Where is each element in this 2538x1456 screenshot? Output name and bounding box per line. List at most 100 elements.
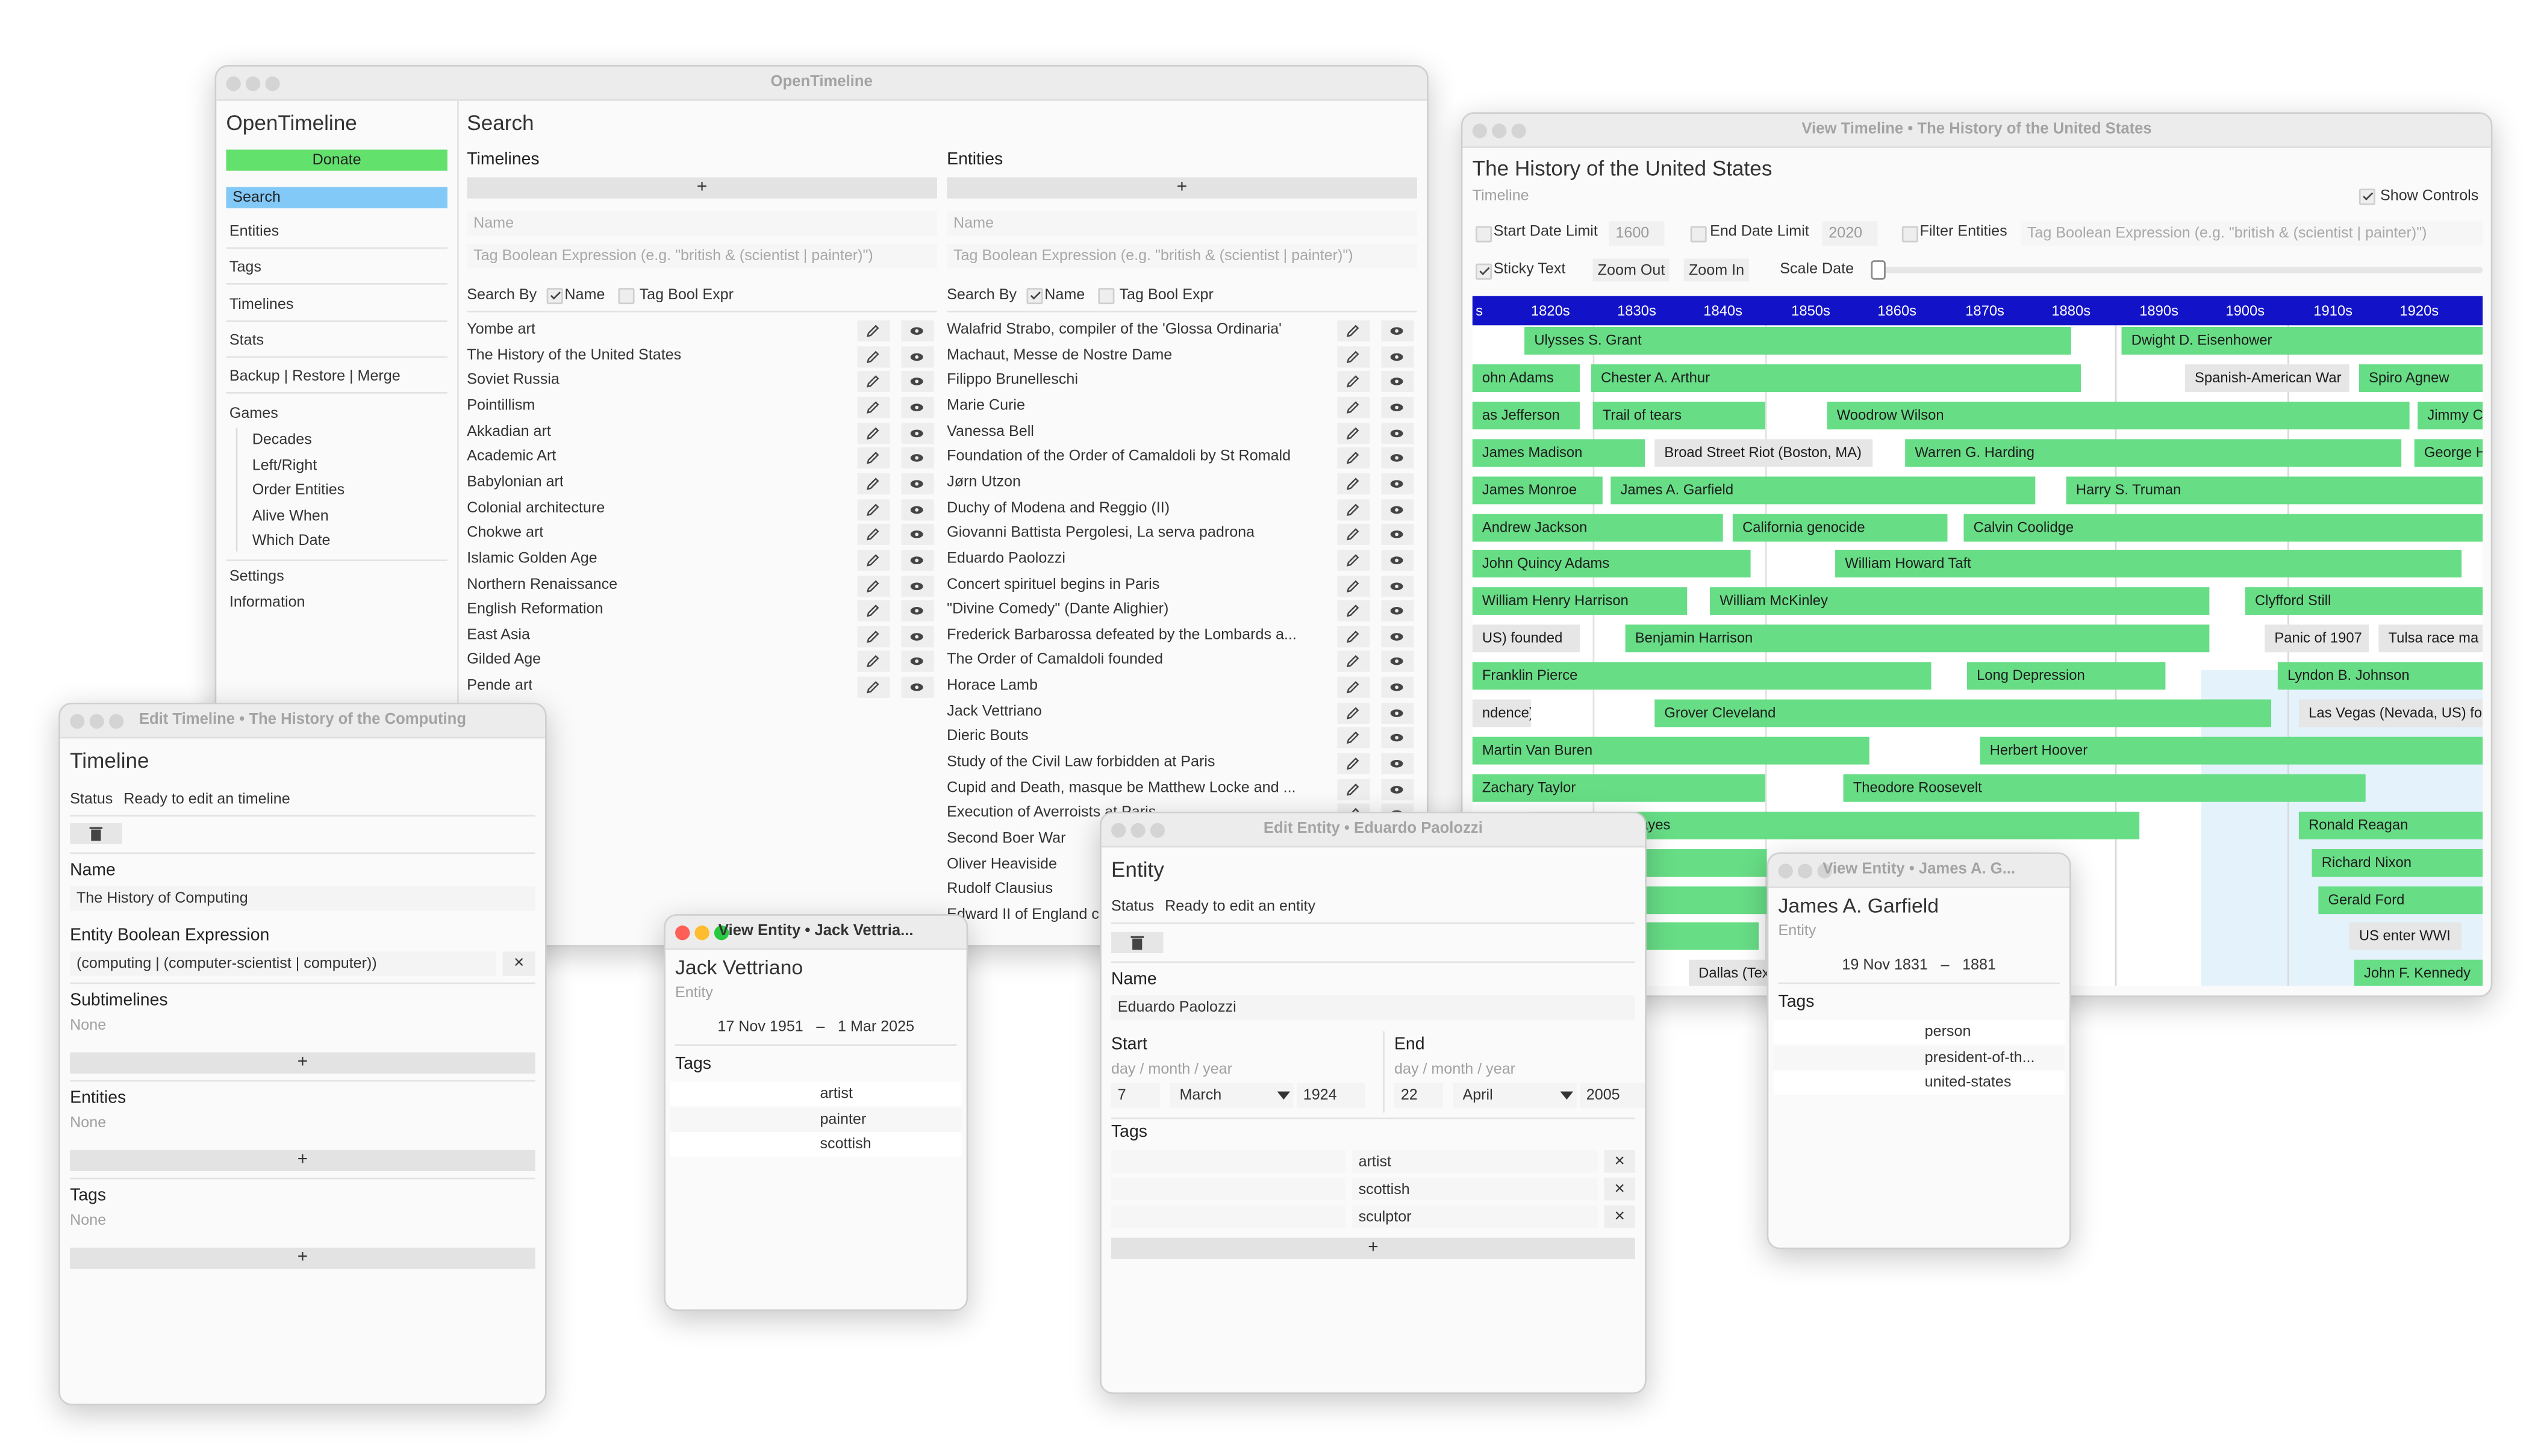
timeline-bar[interactable]: Spanish-American War [2184, 364, 2349, 392]
checkbox[interactable] [2359, 188, 2375, 205]
icon-btn[interactable] [1337, 549, 1370, 571]
timeline-bar[interactable] [1645, 885, 1767, 913]
icon-btn[interactable] [1337, 524, 1370, 546]
list-item[interactable]: Duchy of Modena and Reggio (II) [947, 499, 1170, 515]
icon-btn[interactable] [857, 549, 890, 571]
nav-item[interactable]: Timelines [229, 296, 294, 313]
list-item[interactable]: "Divine Comedy" (Dante Alighier) [947, 600, 1169, 617]
icon-btn[interactable] [857, 371, 890, 393]
list-item[interactable]: Edward II of England c [947, 906, 1099, 922]
list-item[interactable]: Gilded Age [467, 651, 541, 668]
dropdown[interactable]: April [1453, 1083, 1577, 1108]
list-item[interactable]: Marie Curie [947, 396, 1025, 413]
list-item[interactable]: Horace Lamb [947, 676, 1038, 694]
icon-btn[interactable] [901, 371, 934, 393]
list-item[interactable]: Chokwe art [467, 524, 544, 541]
timeline-bar[interactable]: Ronald Reagan [2298, 811, 2483, 839]
list-item[interactable]: Islamic Golden Age [467, 549, 597, 566]
add-button[interactable]: + [947, 177, 1417, 199]
timeline-bar[interactable]: Harry S. Truman [2066, 476, 2483, 504]
icon-btn[interactable] [1337, 753, 1370, 774]
icon-btn[interactable] [1337, 396, 1370, 418]
list-item[interactable]: Babylonian art [467, 473, 564, 490]
icon-btn[interactable] [901, 320, 934, 342]
input[interactable]: 2005 [1579, 1083, 1645, 1108]
icon-btn[interactable] [1381, 524, 1414, 546]
icon-btn[interactable] [1337, 499, 1370, 520]
icon-btn[interactable] [901, 473, 934, 494]
input[interactable]: 1924 [1296, 1083, 1365, 1108]
timeline-bar[interactable]: Tulsa race ma [2378, 624, 2483, 653]
slider[interactable] [1872, 267, 2483, 273]
timeline-bar[interactable]: Long Depression [1966, 662, 2166, 690]
timeline-bar[interactable]: Clyfford Still [2245, 587, 2483, 615]
timeline-bar[interactable]: James A. Garfield [1610, 476, 2036, 504]
icon-btn[interactable] [1337, 574, 1370, 597]
icon-btn[interactable] [901, 549, 934, 571]
icon-btn[interactable] [1337, 702, 1370, 724]
nav-item[interactable]: Settings [229, 567, 284, 584]
checkbox[interactable] [1476, 263, 1492, 280]
input[interactable]: Tag Boolean Expression (e.g. "british & … [2021, 221, 2483, 246]
checkbox[interactable] [1901, 226, 1918, 243]
timeline-bar[interactable]: Ulysses S. Grant [1524, 326, 2071, 355]
nav-item[interactable]: Search [226, 187, 447, 208]
icon-btn[interactable] [857, 320, 890, 342]
icon-btn[interactable] [857, 676, 890, 698]
icon-btn[interactable] [901, 396, 934, 418]
icon-btn[interactable] [901, 524, 934, 546]
icon-btn[interactable] [1337, 473, 1370, 494]
nav-item[interactable]: Tags [229, 258, 261, 275]
icon-btn[interactable] [901, 447, 934, 469]
timeline-bar[interactable]: Lyndon B. Johnson [2277, 662, 2483, 690]
list-item[interactable]: Rudolf Clausius [947, 880, 1053, 897]
timeline-bar[interactable]: Andrew Jackson [1472, 513, 1723, 541]
list-item[interactable]: Pointillism [467, 396, 535, 413]
icon-btn[interactable] [857, 447, 890, 469]
list-item[interactable]: Frederick Barbarossa defeated by the Lom… [947, 626, 1297, 642]
icon-btn[interactable] [1337, 447, 1370, 469]
nav-item[interactable]: Games [229, 405, 278, 422]
timeline-bar[interactable]: Dallas (Tex [1688, 960, 1776, 986]
list-item[interactable]: Cupid and Death, masque be Matthew Locke… [947, 779, 1296, 795]
timeline-bar[interactable]: William Howard Taft [1835, 550, 2462, 579]
input[interactable]: The History of Computing [70, 886, 535, 911]
icon-btn[interactable] [1381, 626, 1414, 647]
icon-btn[interactable] [901, 422, 934, 444]
list-item[interactable]: Akkadian art [467, 422, 551, 439]
timeline-bar[interactable]: William McKinley [1710, 587, 2210, 615]
timeline-bar[interactable]: Woodrow Wilson [1827, 401, 2410, 429]
list-item[interactable]: Concert spirituel begins in Paris [947, 574, 1160, 591]
icon-btn[interactable] [901, 651, 934, 673]
icon-btn[interactable] [901, 499, 934, 520]
icon-btn[interactable] [901, 574, 934, 597]
checkbox[interactable] [1098, 288, 1115, 305]
icon-btn[interactable] [1337, 727, 1370, 749]
icon-btn[interactable] [901, 600, 934, 622]
clear-button[interactable]: × [1604, 1204, 1635, 1228]
icon-btn[interactable] [1337, 676, 1370, 698]
list-item[interactable]: Vanessa Bell [947, 422, 1034, 439]
timeline-bar[interactable]: Benjamin Harrison [1625, 624, 2210, 653]
nav-item[interactable]: Stats [229, 332, 264, 349]
list-item[interactable]: Academic Art [467, 447, 557, 464]
timeline-bar[interactable]: Trail of tears [1592, 401, 1765, 429]
timeline-bar[interactable]: Spiro Agnew [2359, 364, 2483, 392]
input[interactable]: artist [1352, 1150, 1598, 1173]
input[interactable]: 7 [1111, 1083, 1161, 1108]
nav-item[interactable]: Entities [229, 223, 279, 240]
timeline-bar[interactable]: Chester A. Arthur [1591, 364, 2081, 392]
icon-btn[interactable] [1337, 346, 1370, 367]
icon-btn[interactable] [857, 346, 890, 367]
list-item[interactable]: Foundation of the Order of Camaldoli by … [947, 447, 1291, 464]
list-item[interactable]: Second Boer War [947, 829, 1066, 846]
timeline-bar[interactable]: US enter WWI [2349, 922, 2462, 951]
list-item[interactable]: The Order of Camaldoli founded [947, 651, 1163, 668]
add-button[interactable]: + [70, 1247, 535, 1269]
add-button[interactable]: + [1111, 1237, 1635, 1259]
checkbox[interactable] [546, 288, 563, 305]
nav-item[interactable]: Decades [252, 431, 312, 447]
timeline-bar[interactable]: Martin Van Buren [1472, 736, 1869, 765]
icon-btn[interactable] [1381, 651, 1414, 673]
timeline-bar[interactable]: Theodore Roosevelt [1843, 774, 2366, 802]
